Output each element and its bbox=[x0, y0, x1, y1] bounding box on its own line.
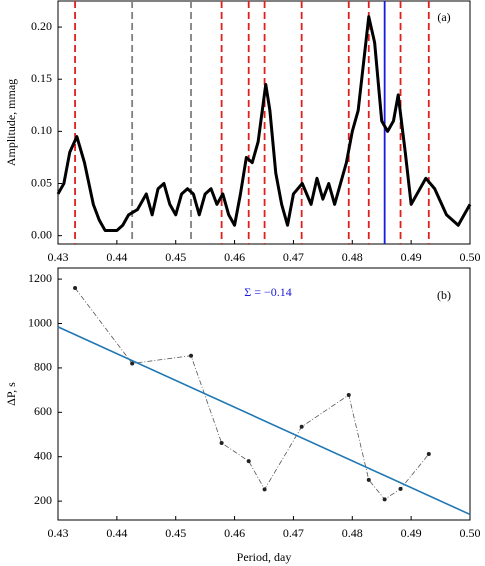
x-tick-label: 0.48 bbox=[342, 526, 363, 540]
data-point bbox=[426, 452, 431, 457]
x-tick-label: 0.44 bbox=[106, 250, 127, 264]
data-point bbox=[189, 353, 194, 358]
y-tick-label: 400 bbox=[34, 448, 52, 462]
y-tick-label: 600 bbox=[34, 404, 52, 418]
y-axis-label: ΔP, s bbox=[4, 382, 18, 406]
data-point bbox=[130, 361, 135, 366]
panel-label: (a) bbox=[437, 10, 450, 24]
x-tick-label: 0.46 bbox=[224, 250, 245, 264]
y-tick-label: 1000 bbox=[28, 315, 52, 329]
plot-frame bbox=[57, 267, 471, 521]
data-point bbox=[246, 459, 251, 464]
x-tick-label: 0.47 bbox=[283, 526, 304, 540]
x-tick-label: 0.45 bbox=[165, 526, 186, 540]
data-point bbox=[382, 497, 387, 502]
series-line bbox=[57, 326, 471, 516]
y-tick-label: 0.15 bbox=[31, 71, 52, 85]
y-tick-label: 1200 bbox=[28, 271, 52, 285]
y-tick-label: 0.00 bbox=[31, 227, 52, 241]
y-tick-label: 0.05 bbox=[31, 175, 52, 189]
y-tick-label: 0.20 bbox=[31, 19, 52, 33]
x-tick-label: 0.50 bbox=[460, 250, 481, 264]
data-point bbox=[346, 392, 351, 397]
x-tick-label: 0.46 bbox=[224, 526, 245, 540]
y-tick-label: 800 bbox=[34, 360, 52, 374]
x-tick-label: 0.47 bbox=[283, 250, 304, 264]
series-line bbox=[74, 287, 430, 500]
y-tick-label: 0.10 bbox=[31, 123, 52, 137]
x-tick-label: 0.45 bbox=[165, 250, 186, 264]
data-point bbox=[299, 424, 304, 429]
x-axis-label: Period, day bbox=[237, 550, 292, 564]
data-point bbox=[219, 440, 224, 445]
x-tick-label: 0.49 bbox=[401, 526, 422, 540]
panel-label: (b) bbox=[437, 288, 451, 302]
x-tick-label: 0.44 bbox=[106, 526, 127, 540]
series-line bbox=[56, 15, 472, 232]
x-tick-label: 0.50 bbox=[460, 526, 481, 540]
y-tick-label: 200 bbox=[34, 493, 52, 507]
y-axis-label: Amplitude, mmag bbox=[4, 79, 18, 166]
x-tick-label: 0.43 bbox=[48, 526, 69, 540]
x-tick-label: 0.48 bbox=[342, 250, 363, 264]
data-point bbox=[73, 285, 78, 290]
x-tick-label: 0.49 bbox=[401, 250, 422, 264]
data-point bbox=[398, 486, 403, 491]
annotation: Σ = −0.14 bbox=[244, 285, 292, 299]
data-point bbox=[366, 477, 371, 482]
data-point bbox=[262, 487, 267, 492]
x-tick-label: 0.43 bbox=[48, 250, 69, 264]
